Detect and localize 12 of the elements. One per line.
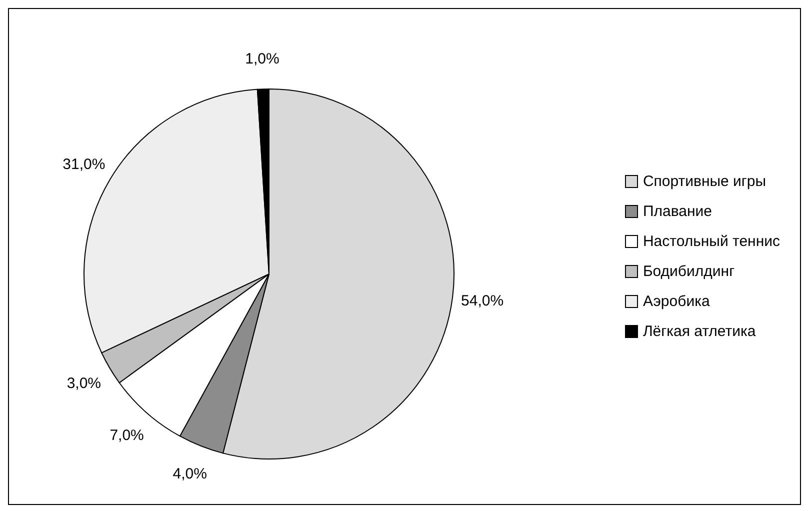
legend-label: Лёгкая атлетика: [642, 323, 756, 340]
legend-label: Настольный теннис: [642, 233, 780, 250]
data-label: 31,0%: [62, 156, 106, 174]
legend-label: Бодибилдинг: [642, 263, 735, 280]
data-label: 4,0%: [172, 465, 207, 482]
legend-label: Плавание: [642, 203, 712, 220]
legend-label: Аэробика: [642, 293, 710, 310]
data-label: 1,0%: [245, 50, 280, 68]
data-label: 7,0%: [110, 426, 144, 444]
data-label: 3,0%: [66, 374, 102, 392]
data-label: 54,0%: [461, 292, 504, 310]
legend-label: Спортивные игры: [642, 173, 766, 190]
